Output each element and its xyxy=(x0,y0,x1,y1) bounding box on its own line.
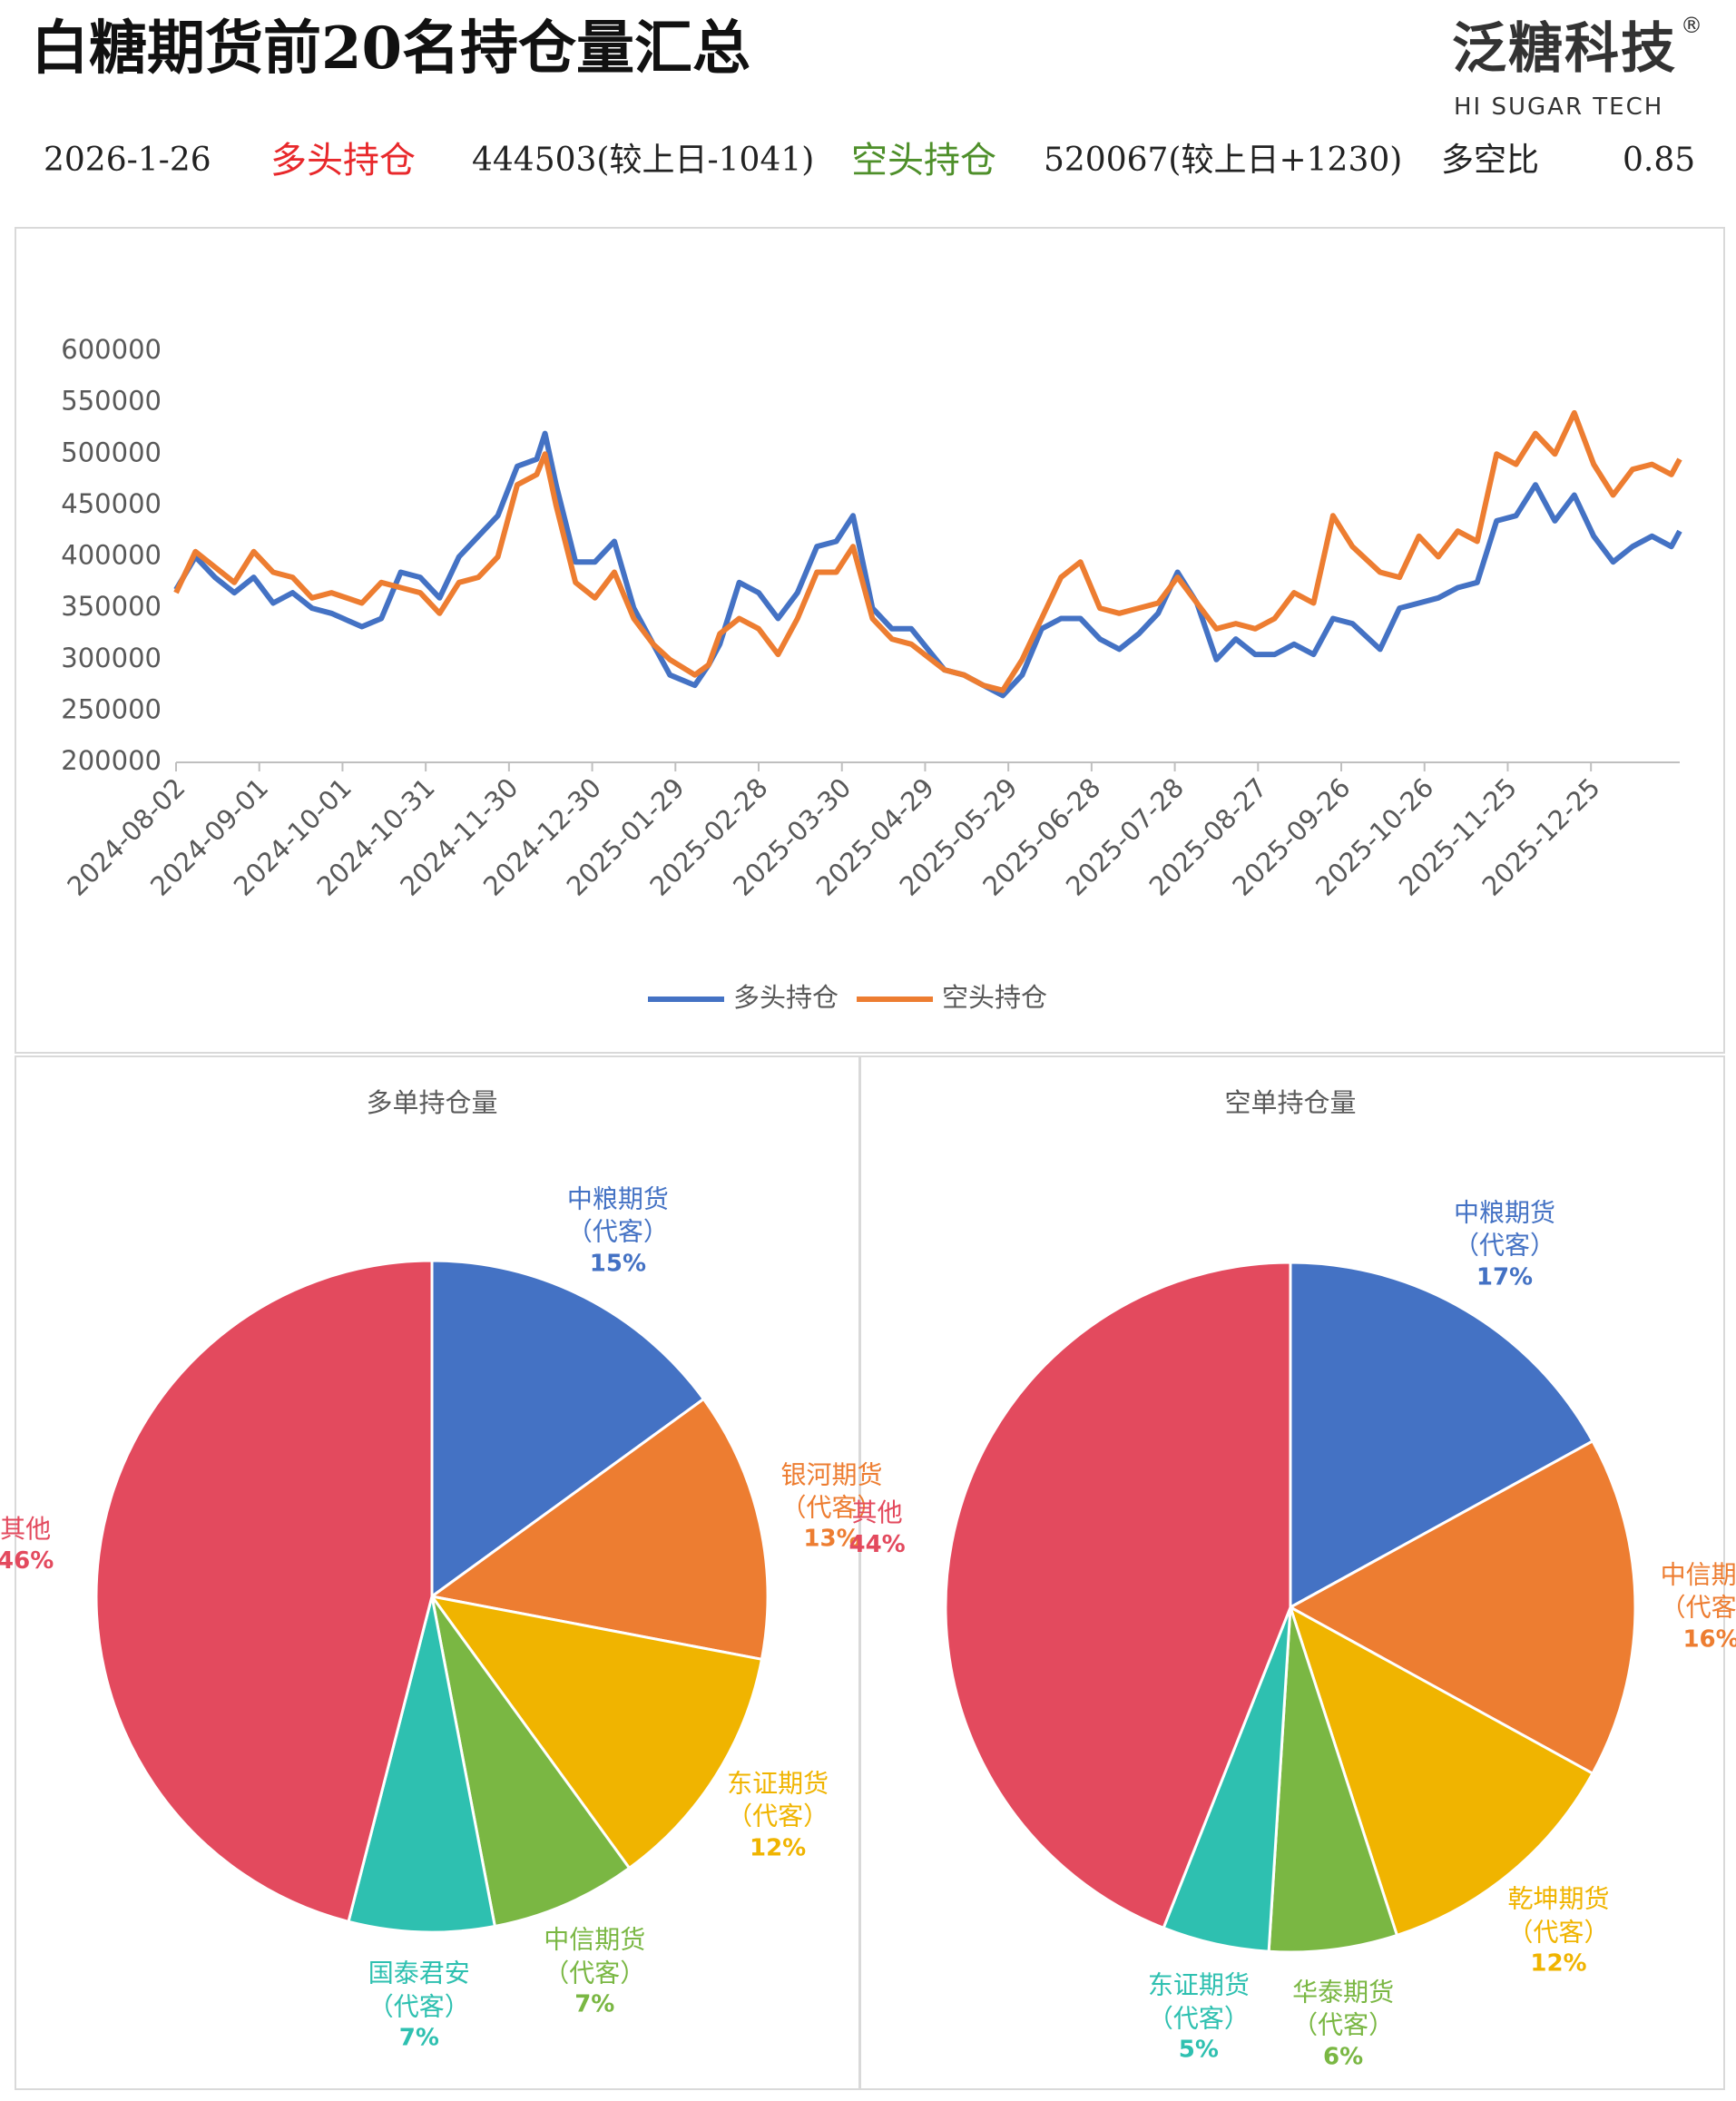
pie-slice xyxy=(944,1261,1292,1930)
slice-category: 东证期货（代客） xyxy=(727,1768,829,1831)
slice-percent: 12% xyxy=(1530,1949,1587,1978)
slice-category: 中信期货（代客） xyxy=(544,1924,646,1988)
series-line xyxy=(173,430,1682,699)
pie-slice xyxy=(428,1594,764,1870)
pie-slice xyxy=(430,1595,632,1929)
slice-category: 东证期货（代客） xyxy=(1147,1970,1250,2034)
slice-category: 中信期货（代客） xyxy=(1660,1559,1736,1624)
pie-slice xyxy=(1289,1261,1595,1610)
slice-percent: 12% xyxy=(750,1834,807,1862)
legend-label: 空头持仓 xyxy=(942,982,1047,1013)
y-tick-label: 300000 xyxy=(61,643,162,673)
slice-label: 其他 46% xyxy=(0,1513,84,1576)
slice-percent: 46% xyxy=(0,1546,54,1575)
slice-label: 其他 44% xyxy=(819,1497,937,1560)
y-tick-label: 200000 xyxy=(61,745,162,776)
logo: 泛糖科技 xyxy=(1452,17,1677,81)
slice-percent: 44% xyxy=(848,1530,906,1558)
y-tick-label: 550000 xyxy=(61,386,162,417)
slice-label: 中粮期货（代客） 15% xyxy=(559,1183,677,1281)
short-value: 520067(较上日+1230) xyxy=(1044,142,1403,179)
slice-label: 国泰君安（代客） 7% xyxy=(360,1958,478,2055)
pie-frame-right xyxy=(859,1055,1725,2090)
slice-category: 国泰君安（代客） xyxy=(368,1958,470,2022)
slice-category: 其他 xyxy=(851,1497,903,1528)
y-tick-label: 450000 xyxy=(61,488,162,519)
y-tick-label: 350000 xyxy=(61,591,162,622)
logo-mark: ® xyxy=(1681,13,1702,38)
pie-slice xyxy=(1267,1606,1399,1954)
ratio-value: 0.85 xyxy=(1623,142,1696,179)
slice-percent: 7% xyxy=(398,2024,439,2052)
long-label: 多头持仓 xyxy=(270,140,416,182)
pie-slice xyxy=(1287,1438,1637,1776)
slice-percent: 5% xyxy=(1178,2036,1219,2064)
pie-title: 多单持仓量 xyxy=(366,1087,497,1118)
pie-slice xyxy=(428,1397,770,1662)
pie-slice xyxy=(94,1259,434,1924)
slice-category: 华泰期货（代客） xyxy=(1292,1977,1395,2041)
slice-label: 中信期货（代客）16% xyxy=(1653,1559,1736,1656)
slice-label: 华泰期货（代客） 6% xyxy=(1284,1977,1402,2074)
series-line xyxy=(173,409,1682,693)
long-value: 444503(较上日-1041) xyxy=(472,142,815,179)
legend-label: 多头持仓 xyxy=(733,982,839,1013)
pie-slice xyxy=(430,1259,706,1599)
slice-category: 乾坤期货（代客） xyxy=(1507,1883,1610,1948)
slice-percent: 17% xyxy=(1476,1263,1534,1291)
slice-percent: 7% xyxy=(574,1990,615,2018)
pie-slice xyxy=(1288,1604,1595,1938)
short-label: 空头持仓 xyxy=(851,140,996,182)
slice-percent: 16% xyxy=(1682,1625,1736,1654)
ratio-label: 多空比 xyxy=(1441,142,1540,179)
date: 2026-1-26 xyxy=(44,142,211,179)
pie-slice xyxy=(347,1595,497,1934)
page-title: 白糖期货前20名持仓量汇总 xyxy=(31,15,751,83)
line-chart-frame xyxy=(15,227,1725,1054)
slice-percent: 13% xyxy=(803,1526,860,1554)
y-tick-label: 250000 xyxy=(61,693,162,724)
slice-label: 中信期货（代客） 7% xyxy=(535,1924,653,2021)
slice-label: 中粮期货（代客） 17% xyxy=(1446,1197,1564,1294)
slice-label: 东证期货（代客） 12% xyxy=(719,1768,837,1865)
logo-en: HI SUGAR TECH xyxy=(1454,93,1664,121)
slice-label: 银河期货（代客） 13% xyxy=(773,1458,891,1556)
pie-title: 空单持仓量 xyxy=(1224,1087,1356,1118)
y-tick-label: 500000 xyxy=(61,437,162,467)
slice-label: 东证期货（代客） 5% xyxy=(1140,1969,1258,2067)
slice-percent: 6% xyxy=(1323,2043,1364,2071)
y-tick-label: 600000 xyxy=(61,334,162,365)
slice-category: 中粮期货（代客） xyxy=(566,1183,669,1247)
slice-category: 其他 xyxy=(0,1514,52,1545)
y-tick-label: 400000 xyxy=(61,540,162,571)
slice-category: 银河期货（代客） xyxy=(780,1459,883,1523)
slice-label: 乾坤期货（代客） 12% xyxy=(1500,1883,1618,1980)
slice-category: 中粮期货（代客） xyxy=(1453,1197,1555,1262)
slice-percent: 15% xyxy=(589,1250,647,1278)
